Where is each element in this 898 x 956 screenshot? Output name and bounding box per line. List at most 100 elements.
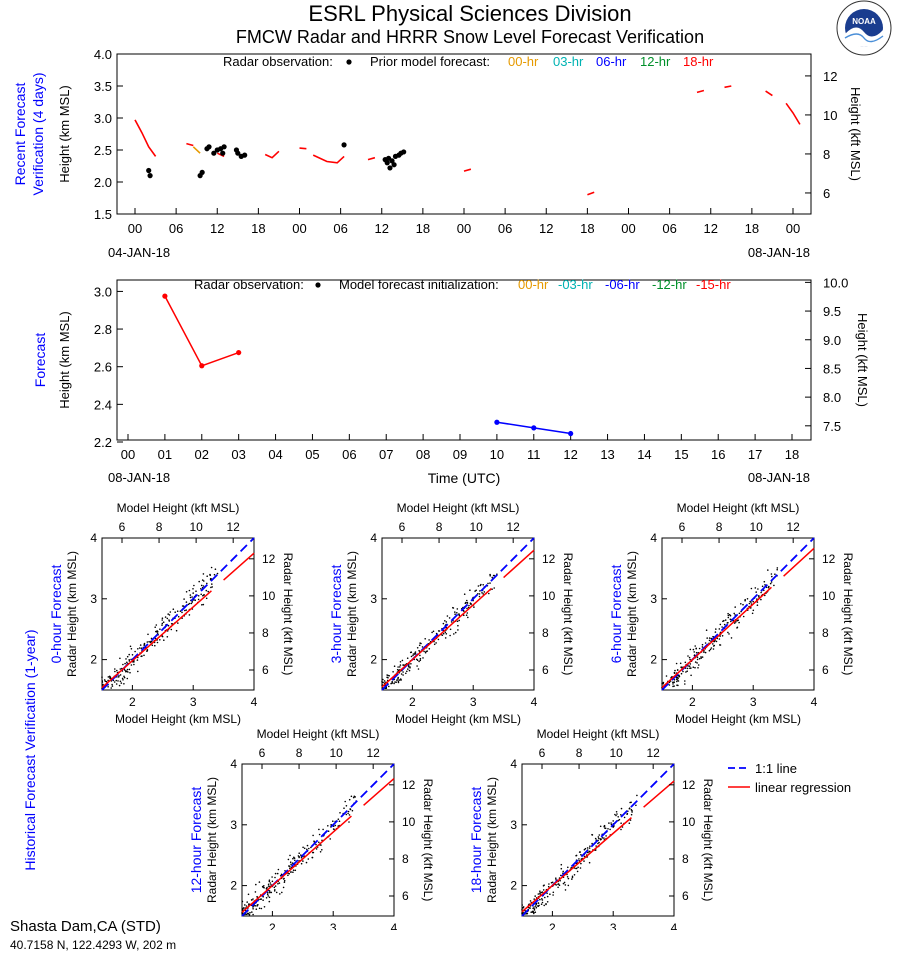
x-tick-label: 2 bbox=[269, 921, 276, 930]
scatter-point bbox=[475, 589, 478, 592]
scatter-point bbox=[673, 671, 676, 674]
scatter-point bbox=[529, 907, 531, 909]
scatter-point bbox=[552, 894, 554, 896]
legend-entry: 06-hr bbox=[596, 54, 627, 69]
scatter-point bbox=[262, 886, 265, 889]
y-tick-label: 4 bbox=[650, 531, 657, 545]
scatter-point bbox=[773, 584, 775, 587]
scatter-point bbox=[197, 598, 200, 601]
date-right: 08-JAN-18 bbox=[748, 245, 810, 260]
scatter-point bbox=[274, 885, 277, 887]
scatter-point bbox=[733, 622, 736, 624]
scatter-point bbox=[714, 631, 717, 633]
scatter-point bbox=[604, 827, 607, 830]
x-tick-label: 12 bbox=[704, 221, 718, 236]
scatter-point bbox=[120, 682, 123, 684]
scatter-point bbox=[770, 581, 773, 583]
scatter-point bbox=[555, 879, 557, 881]
scatter-point bbox=[399, 666, 401, 668]
scatter-point bbox=[183, 598, 185, 600]
x-tick-label: 2 bbox=[409, 695, 416, 709]
scatter-point bbox=[727, 614, 730, 617]
scatter-point bbox=[428, 648, 431, 650]
scatter-point bbox=[466, 607, 468, 610]
scatter-point bbox=[598, 841, 600, 844]
scatter-point bbox=[684, 680, 686, 682]
scatter-point bbox=[298, 856, 300, 859]
scatter-point bbox=[347, 810, 350, 813]
y-tick-label: 2.8 bbox=[94, 322, 112, 337]
regression-line bbox=[661, 586, 772, 689]
scatter-point bbox=[255, 883, 257, 886]
scatter-point bbox=[167, 624, 170, 627]
scatter-point bbox=[738, 612, 741, 615]
scatter-point bbox=[628, 807, 631, 809]
scatter-point bbox=[437, 630, 440, 632]
y2-tick-label: 12 bbox=[402, 778, 416, 792]
regression-line bbox=[643, 780, 675, 808]
scatter-point bbox=[109, 676, 112, 678]
scatter-point bbox=[617, 816, 619, 818]
scatter-point bbox=[188, 602, 191, 605]
y-axis-label: Height (km MSL) bbox=[57, 85, 72, 183]
obs-point bbox=[199, 169, 205, 175]
scatter-point bbox=[414, 652, 416, 654]
obs-point bbox=[387, 165, 393, 171]
scatter-point bbox=[727, 612, 729, 615]
scatter-point bbox=[769, 582, 772, 585]
scatter-point bbox=[454, 631, 457, 634]
scatter-point bbox=[386, 674, 388, 676]
x-tick-label: 06 bbox=[169, 221, 183, 236]
scatter-point bbox=[202, 573, 205, 575]
forecast-segment bbox=[724, 85, 732, 89]
scatter-point bbox=[283, 879, 286, 882]
scatter-point bbox=[688, 656, 691, 659]
scatter-point bbox=[396, 679, 398, 681]
scatter-point bbox=[450, 621, 453, 623]
scatter-point bbox=[448, 617, 451, 619]
scatter-point bbox=[686, 667, 689, 670]
scatter-point bbox=[588, 861, 591, 864]
scatter-point bbox=[729, 614, 732, 617]
scatter-point bbox=[616, 813, 618, 815]
scatter-point bbox=[540, 903, 543, 905]
scatter-point bbox=[412, 653, 415, 655]
obs-point bbox=[242, 152, 248, 158]
x2-tick-label: 6 bbox=[259, 746, 266, 760]
scatter-point bbox=[412, 654, 414, 657]
scatter-point bbox=[620, 807, 623, 810]
scatter-point bbox=[202, 603, 205, 606]
regression-line bbox=[381, 587, 492, 688]
scatter-point bbox=[406, 670, 408, 673]
legend-entry: -03-hr bbox=[558, 277, 593, 292]
scatter-point bbox=[612, 820, 614, 822]
y-tick-label: 3 bbox=[510, 818, 517, 832]
scatter-point bbox=[119, 668, 122, 670]
y2-axis-label: Radar Height (kft MSL) bbox=[841, 553, 855, 676]
x2-tick-label: 12 bbox=[367, 746, 381, 760]
scatter-point bbox=[122, 679, 124, 681]
y2-tick-label: 6 bbox=[402, 889, 409, 903]
scatter-point bbox=[586, 851, 589, 854]
scatter-point bbox=[474, 590, 476, 592]
scatter-point bbox=[719, 644, 722, 646]
scatter-point bbox=[274, 872, 277, 875]
scatter-point bbox=[489, 582, 491, 584]
scatter-point bbox=[271, 876, 273, 878]
scatter-point bbox=[605, 835, 607, 837]
scatter-point bbox=[704, 651, 707, 654]
forecast-segment bbox=[186, 142, 194, 147]
panel-title: 6-hour Forecast bbox=[608, 564, 624, 663]
scatter-point bbox=[101, 676, 103, 678]
x-tick-label: 4 bbox=[391, 921, 398, 930]
scatter-point bbox=[708, 637, 711, 639]
scatter-point bbox=[694, 645, 696, 647]
scatter-point bbox=[672, 683, 674, 685]
scatter-point bbox=[597, 842, 599, 845]
scatter-point bbox=[205, 589, 208, 592]
scatter-point bbox=[322, 828, 324, 831]
scatter-point bbox=[548, 883, 550, 885]
scatter-point bbox=[541, 898, 543, 900]
scatter-point bbox=[353, 795, 356, 798]
scatter-point bbox=[750, 587, 753, 590]
